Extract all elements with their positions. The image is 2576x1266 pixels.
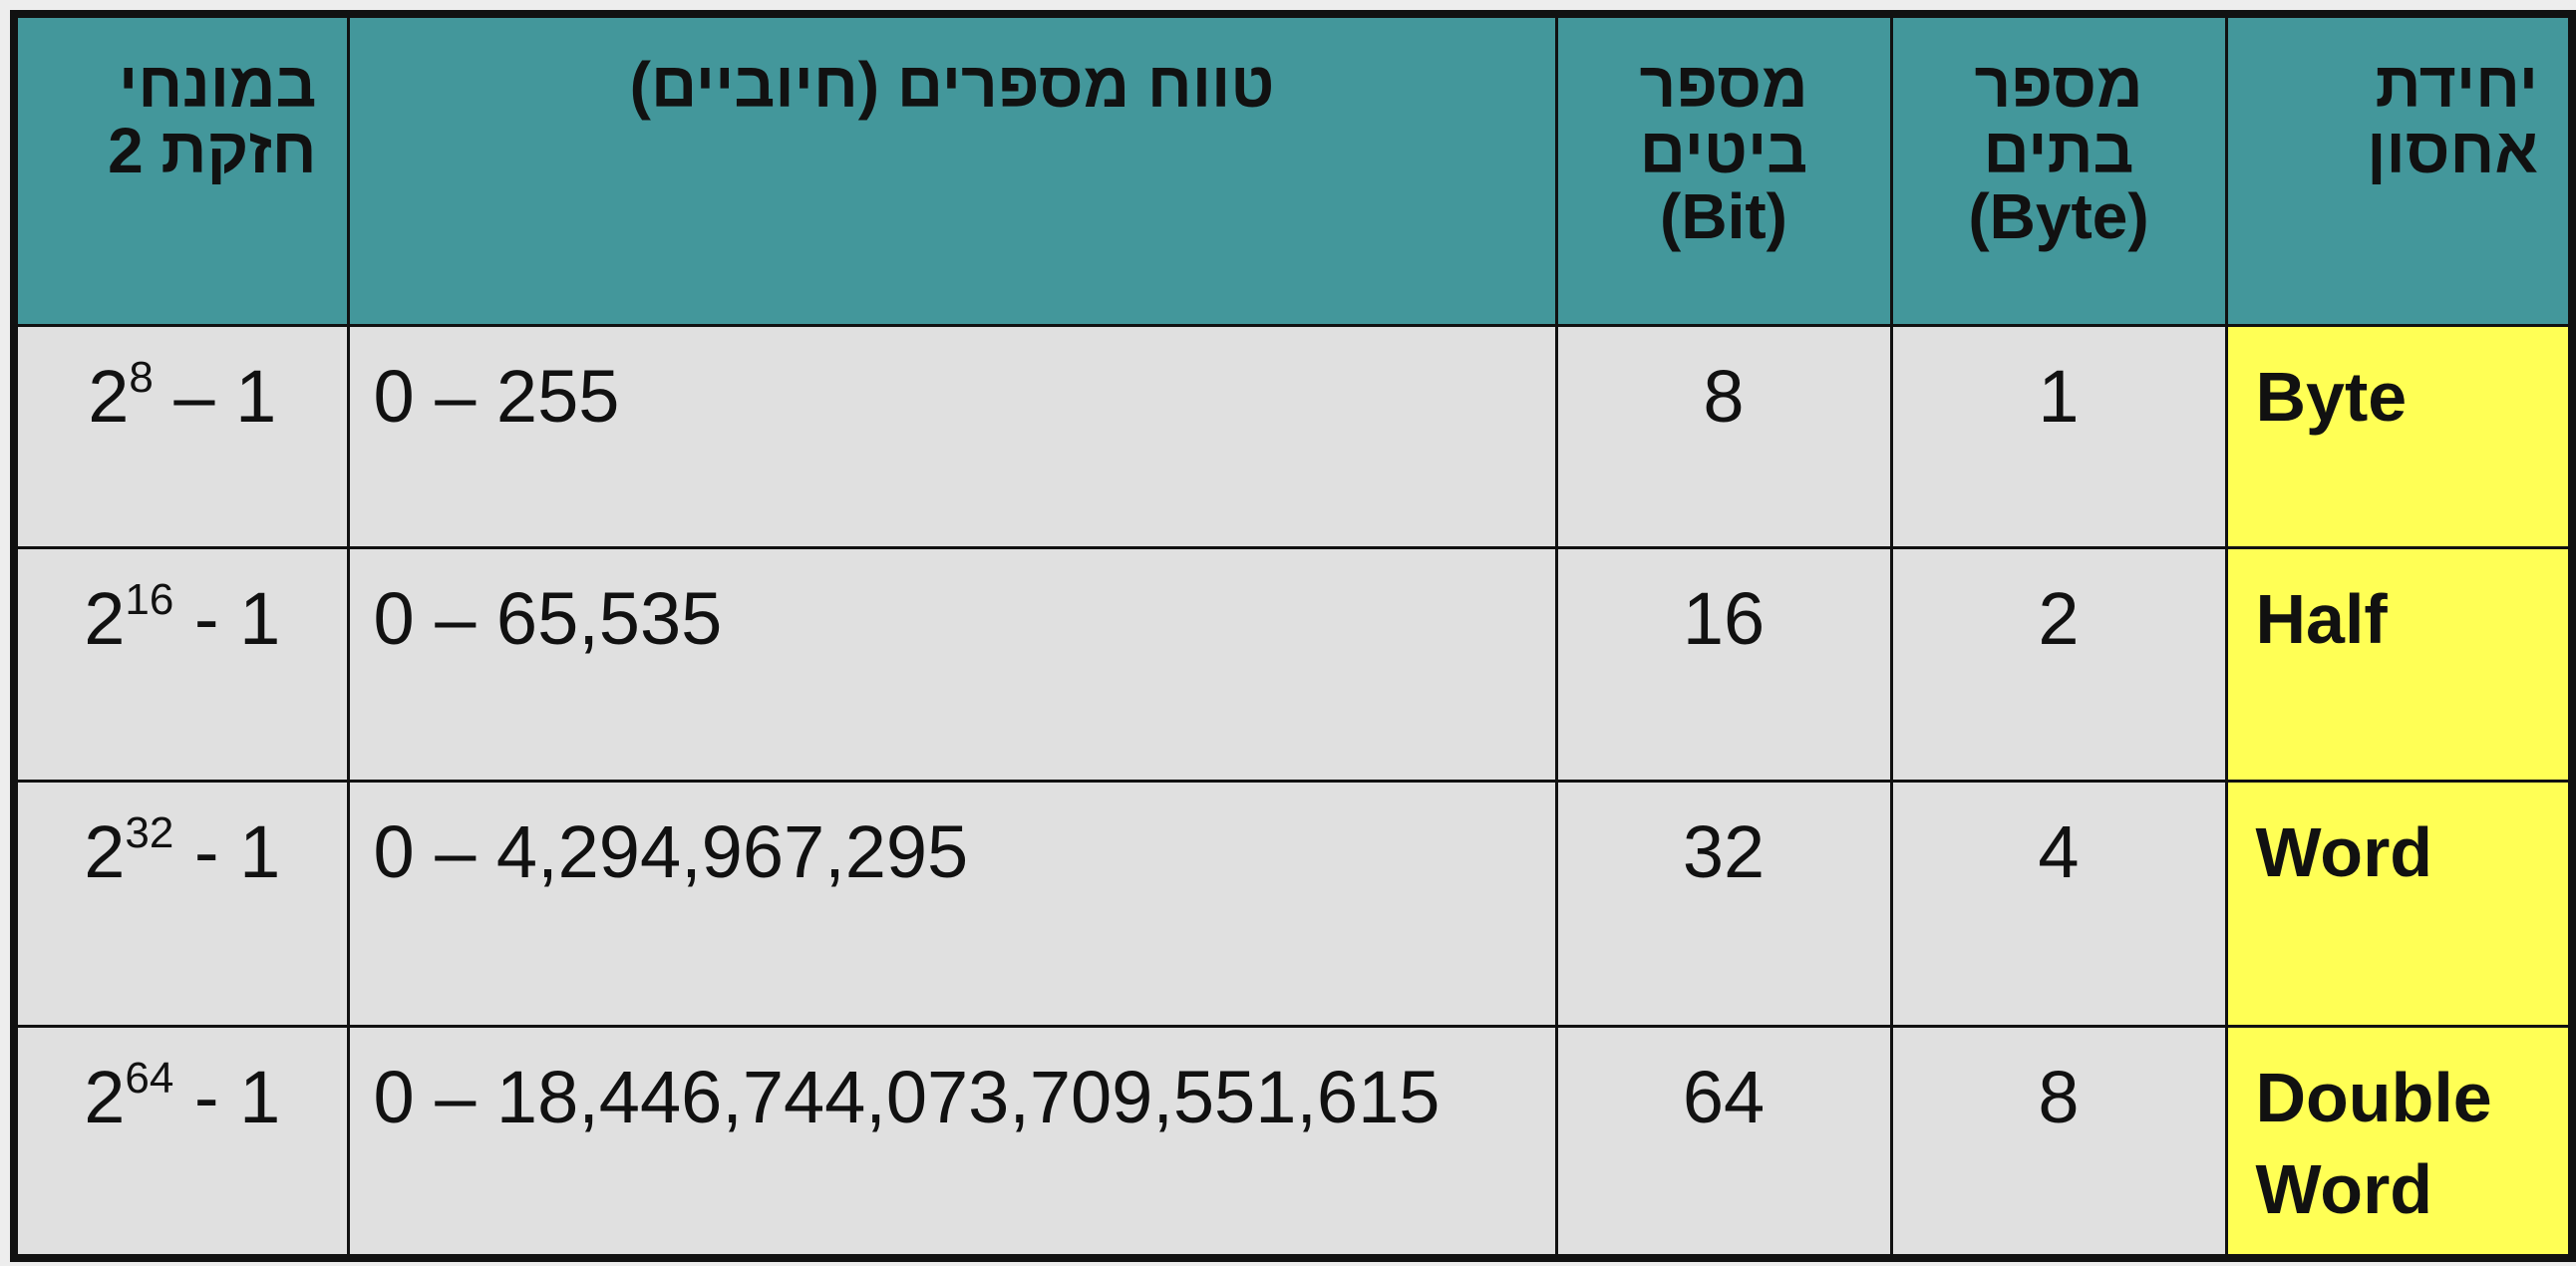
power-base: 2 — [84, 576, 126, 660]
header-bit-count: מספר ביטים (Bit) — [1554, 12, 1893, 327]
power-tail: - 1 — [173, 1055, 281, 1138]
unit-line-1: Half — [2255, 579, 2388, 658]
header-byte-count: מספר בתים (Byte) — [1889, 12, 2228, 327]
header-number-range: טווח מספרים (חיוביים) — [346, 12, 1558, 327]
table-header-row: במונחי חזקת 2 טווח מספרים (חיוביים) מספר… — [12, 12, 2574, 327]
cell-bytes: 8 — [1889, 1024, 2228, 1260]
cell-range: 0 – 65,535 — [346, 545, 1558, 783]
power-base: 2 — [88, 354, 130, 438]
table-row: 264 - 1 0 – 18,446,744,073,709,551,615 6… — [12, 1024, 2574, 1260]
table-row: 232 - 1 0 – 4,294,967,295 32 4 Word — [12, 779, 2574, 1028]
power-exponent: 64 — [125, 1053, 174, 1103]
unit-line-2: Word — [2255, 1149, 2433, 1228]
header-bytes-line-2: בתים — [1983, 115, 2134, 186]
power-exponent: 32 — [125, 807, 174, 857]
power-tail: – 1 — [153, 354, 277, 438]
unit-line-1: Word — [2255, 812, 2433, 891]
power-base: 2 — [84, 809, 126, 893]
header-bits-line-3: (Bit) — [1660, 180, 1787, 252]
unit-line-1: Byte — [2255, 357, 2408, 436]
header-bits-line-2: ביטים — [1639, 115, 1808, 186]
cell-range: 0 – 255 — [346, 323, 1558, 549]
header-range-label: טווח מספרים (חיוביים) — [629, 49, 1275, 121]
table-row: 28 – 1 0 – 255 8 1 Byte — [12, 323, 2574, 549]
cell-power: 28 – 1 — [12, 323, 350, 549]
cell-unit: Double Word — [2224, 1024, 2574, 1260]
power-base: 2 — [84, 1055, 126, 1138]
table-row: 216 - 1 0 – 65,535 16 2 Half — [12, 545, 2574, 783]
cell-power: 264 - 1 — [12, 1024, 350, 1260]
header-bits-line-1: מספר — [1639, 49, 1808, 121]
storage-units-table: במונחי חזקת 2 טווח מספרים (חיוביים) מספר… — [10, 10, 2576, 1262]
header-unit-line-2: אחסון — [2367, 115, 2538, 186]
header-power-line-1: במונחי — [119, 49, 317, 121]
header-unit-line-1: יחידת — [2375, 49, 2538, 121]
header-power-line-2: חזקת 2 — [108, 115, 317, 186]
cell-unit: Word — [2224, 779, 2574, 1028]
header-bytes-line-3: (Byte) — [1968, 180, 2149, 252]
cell-bytes: 1 — [1889, 323, 2228, 549]
cell-bytes: 4 — [1889, 779, 2228, 1028]
power-exponent: 8 — [129, 352, 154, 402]
cell-power: 232 - 1 — [12, 779, 350, 1028]
cell-bits: 16 — [1554, 545, 1893, 783]
header-storage-unit: יחידת אחסון — [2224, 12, 2574, 327]
cell-bytes: 2 — [1889, 545, 2228, 783]
cell-unit: Half — [2224, 545, 2574, 783]
cell-range: 0 – 18,446,744,073,709,551,615 — [346, 1024, 1558, 1260]
header-power-of-two: במונחי חזקת 2 — [12, 12, 350, 327]
cell-bits: 32 — [1554, 779, 1893, 1028]
power-tail: - 1 — [173, 809, 281, 893]
cell-bits: 8 — [1554, 323, 1893, 549]
cell-unit: Byte — [2224, 323, 2574, 549]
cell-range: 0 – 4,294,967,295 — [346, 779, 1558, 1028]
unit-line-1: Double — [2255, 1058, 2492, 1136]
power-tail: - 1 — [173, 576, 281, 660]
header-bytes-line-1: מספר — [1974, 49, 2143, 121]
power-exponent: 16 — [125, 574, 174, 624]
cell-bits: 64 — [1554, 1024, 1893, 1260]
cell-power: 216 - 1 — [12, 545, 350, 783]
